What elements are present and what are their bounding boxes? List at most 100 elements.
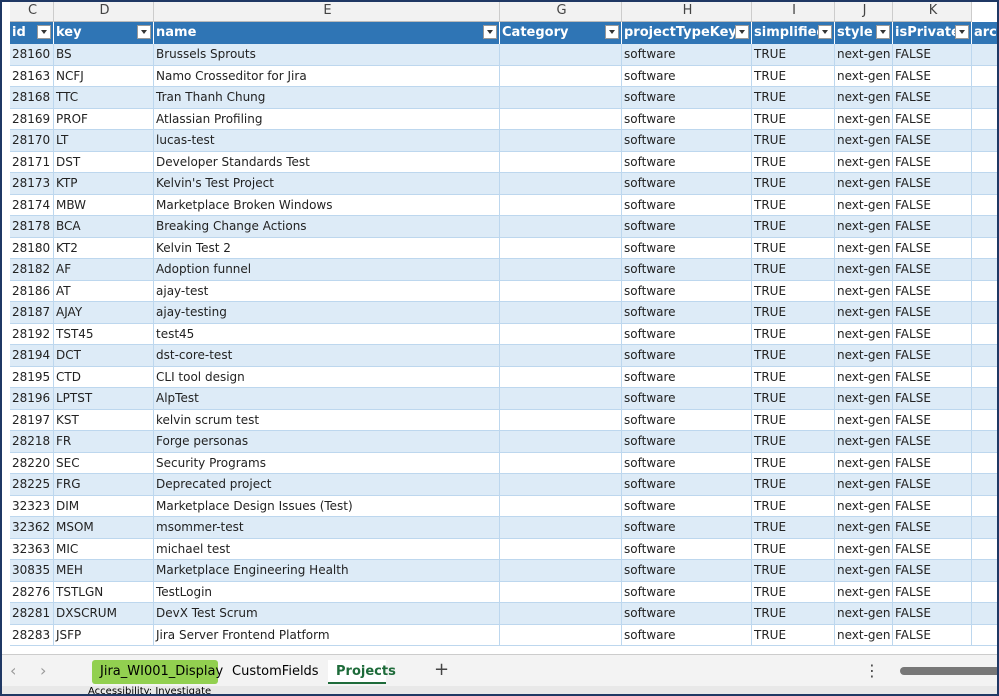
cell[interactable]: JSFP — [54, 624, 154, 646]
column-header[interactable]: simplified — [752, 22, 835, 44]
cell[interactable]: test45 — [154, 323, 500, 345]
cell[interactable]: FALSE — [893, 452, 972, 474]
cell[interactable] — [972, 517, 997, 539]
cell[interactable]: Kelvin Test 2 — [154, 237, 500, 259]
cell[interactable]: 32362 — [10, 517, 54, 539]
cell[interactable]: 28195 — [10, 366, 54, 388]
cell[interactable] — [972, 130, 997, 152]
cell[interactable]: 28197 — [10, 409, 54, 431]
cell[interactable] — [500, 302, 622, 324]
cell[interactable]: 32363 — [10, 538, 54, 560]
cell[interactable]: next-gen — [835, 151, 893, 173]
cell[interactable]: FALSE — [893, 87, 972, 109]
cell[interactable]: next-gen — [835, 581, 893, 603]
cell[interactable]: TRUE — [752, 538, 835, 560]
cell[interactable] — [500, 560, 622, 582]
cell[interactable]: michael test — [154, 538, 500, 560]
cell[interactable] — [500, 474, 622, 496]
cell[interactable]: TRUE — [752, 44, 835, 66]
cell[interactable] — [972, 452, 997, 474]
cell[interactable] — [500, 151, 622, 173]
cell[interactable] — [500, 538, 622, 560]
cell[interactable] — [972, 603, 997, 625]
cell[interactable] — [500, 345, 622, 367]
cell[interactable]: TRUE — [752, 237, 835, 259]
cell[interactable] — [972, 409, 997, 431]
cell[interactable]: software — [622, 345, 752, 367]
filter-button[interactable] — [735, 25, 749, 39]
cell[interactable]: 30835 — [10, 560, 54, 582]
cell[interactable]: FALSE — [893, 194, 972, 216]
cell[interactable]: TRUE — [752, 194, 835, 216]
cell[interactable]: TRUE — [752, 517, 835, 539]
cell[interactable]: FALSE — [893, 323, 972, 345]
cell[interactable]: next-gen — [835, 65, 893, 87]
column-header[interactable]: Category — [500, 22, 622, 44]
cell[interactable]: FALSE — [893, 173, 972, 195]
cell[interactable]: software — [622, 216, 752, 238]
cell[interactable]: FALSE — [893, 474, 972, 496]
cell[interactable]: next-gen — [835, 409, 893, 431]
cell[interactable]: FALSE — [893, 280, 972, 302]
cell[interactable]: 28160 — [10, 44, 54, 66]
cell[interactable]: FALSE — [893, 624, 972, 646]
cell[interactable] — [972, 388, 997, 410]
cell[interactable] — [972, 302, 997, 324]
cell[interactable]: SEC — [54, 452, 154, 474]
cell[interactable]: TRUE — [752, 366, 835, 388]
cell[interactable] — [972, 581, 997, 603]
cell[interactable] — [500, 259, 622, 281]
column-header[interactable]: id — [10, 22, 54, 44]
cell[interactable] — [972, 259, 997, 281]
cell[interactable]: TRUE — [752, 216, 835, 238]
cell[interactable]: software — [622, 323, 752, 345]
cell[interactable]: FALSE — [893, 216, 972, 238]
cell[interactable]: 28169 — [10, 108, 54, 130]
column-header[interactable]: key — [54, 22, 154, 44]
cell[interactable] — [972, 44, 997, 66]
more[interactable]: ⋮ — [864, 661, 880, 680]
cell[interactable]: FALSE — [893, 388, 972, 410]
cell[interactable]: software — [622, 495, 752, 517]
cell[interactable]: TTC — [54, 87, 154, 109]
cell[interactable]: FALSE — [893, 560, 972, 582]
cell[interactable]: next-gen — [835, 624, 893, 646]
cell[interactable]: kelvin scrum test — [154, 409, 500, 431]
cell[interactable]: lucas-test — [154, 130, 500, 152]
cell[interactable]: MBW — [54, 194, 154, 216]
cell[interactable]: FALSE — [893, 151, 972, 173]
cell[interactable]: next-gen — [835, 87, 893, 109]
cell[interactable] — [500, 517, 622, 539]
cell[interactable]: KTP — [54, 173, 154, 195]
cell[interactable] — [972, 345, 997, 367]
filter-button[interactable] — [818, 25, 832, 39]
sheet-tab[interactable]: Projects — [328, 660, 396, 684]
cell[interactable]: FALSE — [893, 259, 972, 281]
cell[interactable]: FALSE — [893, 581, 972, 603]
cell[interactable]: MIC — [54, 538, 154, 560]
cell[interactable]: software — [622, 366, 752, 388]
cell[interactable]: TRUE — [752, 151, 835, 173]
cell[interactable]: next-gen — [835, 323, 893, 345]
cell[interactable]: FALSE — [893, 538, 972, 560]
cell[interactable]: FALSE — [893, 65, 972, 87]
cell[interactable]: 28281 — [10, 603, 54, 625]
cell[interactable] — [972, 366, 997, 388]
cell[interactable]: next-gen — [835, 560, 893, 582]
cell[interactable]: software — [622, 474, 752, 496]
cell[interactable]: Tran Thanh Chung — [154, 87, 500, 109]
cell[interactable]: next-gen — [835, 538, 893, 560]
cell[interactable]: TRUE — [752, 345, 835, 367]
cell[interactable]: FALSE — [893, 517, 972, 539]
cell[interactable]: TRUE — [752, 108, 835, 130]
cell[interactable]: next-gen — [835, 474, 893, 496]
cell[interactable]: FALSE — [893, 409, 972, 431]
cell[interactable]: FRG — [54, 474, 154, 496]
cell[interactable]: Marketplace Engineering Health — [154, 560, 500, 582]
cell[interactable]: FALSE — [893, 366, 972, 388]
cell[interactable]: Developer Standards Test — [154, 151, 500, 173]
cell[interactable]: TRUE — [752, 65, 835, 87]
column-header[interactable]: style — [835, 22, 893, 44]
cell[interactable]: KT2 — [54, 237, 154, 259]
cell[interactable]: DXSCRUM — [54, 603, 154, 625]
